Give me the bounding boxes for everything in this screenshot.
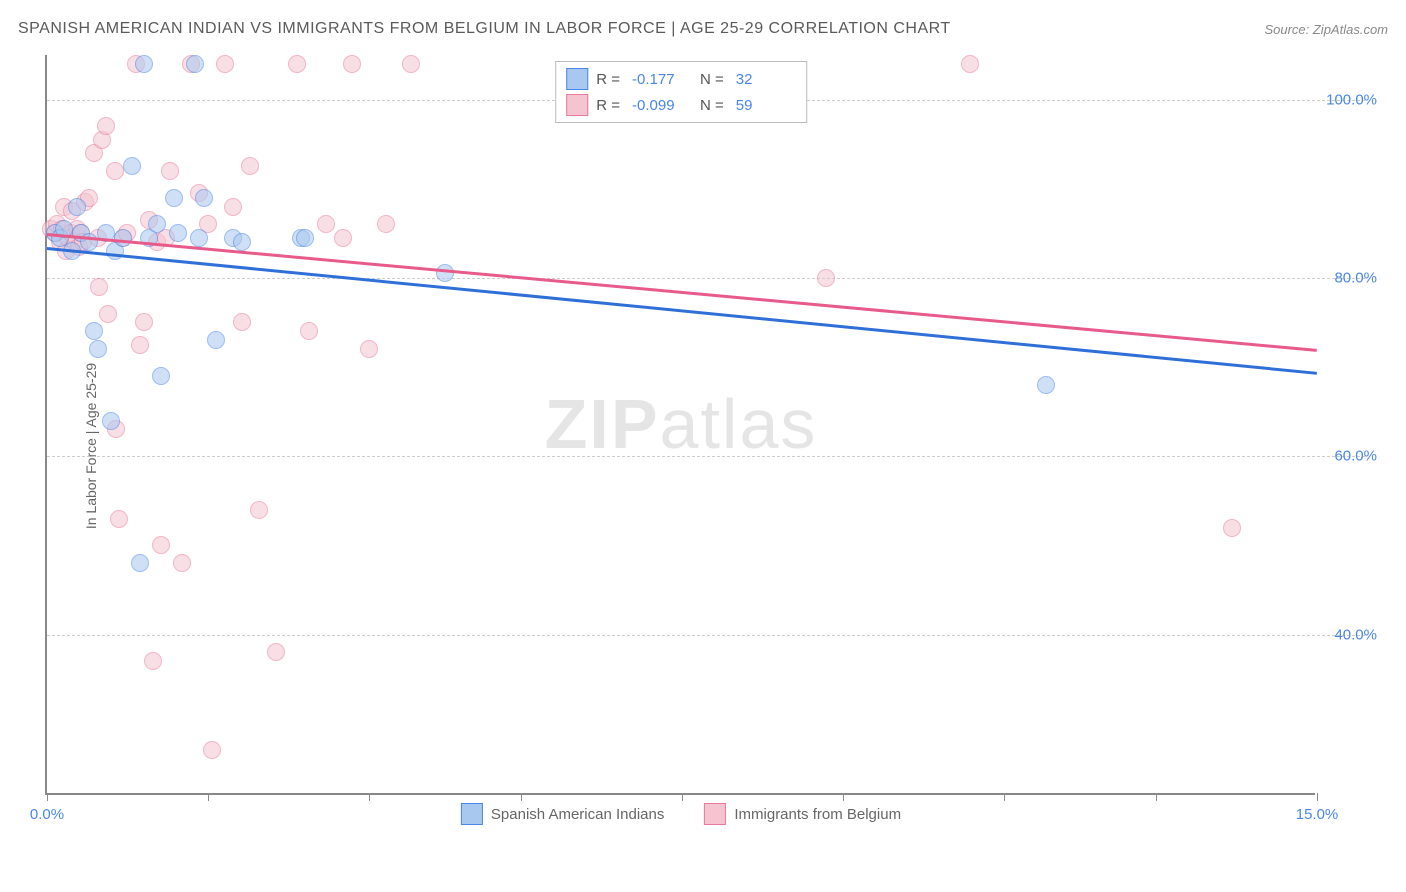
scatter-point	[1223, 519, 1241, 537]
scatter-point	[186, 55, 204, 73]
legend-swatch-bottom-2	[704, 803, 726, 825]
scatter-point	[161, 162, 179, 180]
r-label: R =	[596, 71, 620, 88]
scatter-point	[114, 229, 132, 247]
legend-row-series-1: R = -0.177 N = 32	[566, 66, 796, 92]
scatter-point	[1037, 376, 1055, 394]
scatter-point	[135, 55, 153, 73]
scatter-point	[436, 264, 454, 282]
x-tick	[1004, 793, 1005, 801]
trend-line	[47, 233, 1317, 351]
scatter-point	[190, 229, 208, 247]
n-label: N =	[700, 97, 724, 114]
scatter-point	[106, 162, 124, 180]
scatter-point	[131, 554, 149, 572]
x-tick	[521, 793, 522, 801]
legend-label-2: Immigrants from Belgium	[734, 806, 901, 823]
x-tick-label: 15.0%	[1296, 806, 1339, 823]
x-tick	[1156, 793, 1157, 801]
y-tick-label: 60.0%	[1334, 448, 1377, 465]
y-tick-label: 100.0%	[1326, 91, 1377, 108]
scatter-point	[233, 313, 251, 331]
n-label: N =	[700, 71, 724, 88]
title-bar: SPANISH AMERICAN INDIAN VS IMMIGRANTS FR…	[18, 20, 1388, 38]
scatter-point	[102, 412, 120, 430]
legend-item-2: Immigrants from Belgium	[704, 803, 901, 825]
scatter-point	[241, 157, 259, 175]
grid-line	[47, 635, 1365, 636]
trend-line	[47, 247, 1317, 374]
scatter-point	[148, 215, 166, 233]
chart-title: SPANISH AMERICAN INDIAN VS IMMIGRANTS FR…	[18, 20, 951, 38]
scatter-point	[90, 278, 108, 296]
scatter-point	[334, 229, 352, 247]
scatter-point	[207, 331, 225, 349]
watermark-light: atlas	[660, 385, 818, 463]
x-tick	[1317, 793, 1318, 801]
x-tick	[369, 793, 370, 801]
scatter-point	[317, 215, 335, 233]
grid-line	[47, 456, 1365, 457]
x-tick-label: 0.0%	[30, 806, 64, 823]
scatter-point	[152, 536, 170, 554]
legend-swatch-1	[566, 68, 588, 90]
r-value-2: -0.099	[632, 97, 692, 114]
scatter-point	[402, 55, 420, 73]
scatter-point	[300, 322, 318, 340]
scatter-point	[85, 322, 103, 340]
scatter-point	[169, 224, 187, 242]
scatter-point	[195, 189, 213, 207]
source-attribution: Source: ZipAtlas.com	[1264, 22, 1388, 37]
x-tick	[843, 793, 844, 801]
scatter-point	[216, 55, 234, 73]
series-legend: Spanish American Indians Immigrants from…	[461, 803, 901, 825]
scatter-point	[68, 198, 86, 216]
legend-swatch-2	[566, 94, 588, 116]
x-tick	[682, 793, 683, 801]
watermark: ZIPatlas	[545, 384, 818, 464]
r-label: R =	[596, 97, 620, 114]
scatter-point	[224, 198, 242, 216]
x-tick	[208, 793, 209, 801]
scatter-point	[99, 305, 117, 323]
scatter-point	[296, 229, 314, 247]
scatter-point	[97, 117, 115, 135]
scatter-point	[203, 741, 221, 759]
grid-line	[47, 278, 1365, 279]
scatter-point	[360, 340, 378, 358]
scatter-point	[267, 643, 285, 661]
scatter-point	[173, 554, 191, 572]
scatter-point	[131, 336, 149, 354]
plot-area: ZIPatlas R = -0.177 N = 32 R = -0.099 N …	[45, 55, 1315, 795]
watermark-bold: ZIP	[545, 385, 660, 463]
scatter-point	[123, 157, 141, 175]
scatter-point	[152, 367, 170, 385]
scatter-point	[288, 55, 306, 73]
r-value-1: -0.177	[632, 71, 692, 88]
n-value-1: 32	[736, 71, 796, 88]
legend-swatch-bottom-1	[461, 803, 483, 825]
scatter-point	[110, 510, 128, 528]
legend-row-series-2: R = -0.099 N = 59	[566, 92, 796, 118]
scatter-point	[343, 55, 361, 73]
x-tick	[47, 793, 48, 801]
scatter-point	[135, 313, 153, 331]
y-tick-label: 80.0%	[1334, 269, 1377, 286]
scatter-point	[961, 55, 979, 73]
n-value-2: 59	[736, 97, 796, 114]
y-tick-label: 40.0%	[1334, 626, 1377, 643]
scatter-point	[233, 233, 251, 251]
scatter-point	[144, 652, 162, 670]
legend-item-1: Spanish American Indians	[461, 803, 664, 825]
scatter-point	[250, 501, 268, 519]
scatter-point	[817, 269, 835, 287]
correlation-legend: R = -0.177 N = 32 R = -0.099 N = 59	[555, 61, 807, 123]
scatter-point	[377, 215, 395, 233]
scatter-point	[165, 189, 183, 207]
scatter-point	[89, 340, 107, 358]
legend-label-1: Spanish American Indians	[491, 806, 664, 823]
